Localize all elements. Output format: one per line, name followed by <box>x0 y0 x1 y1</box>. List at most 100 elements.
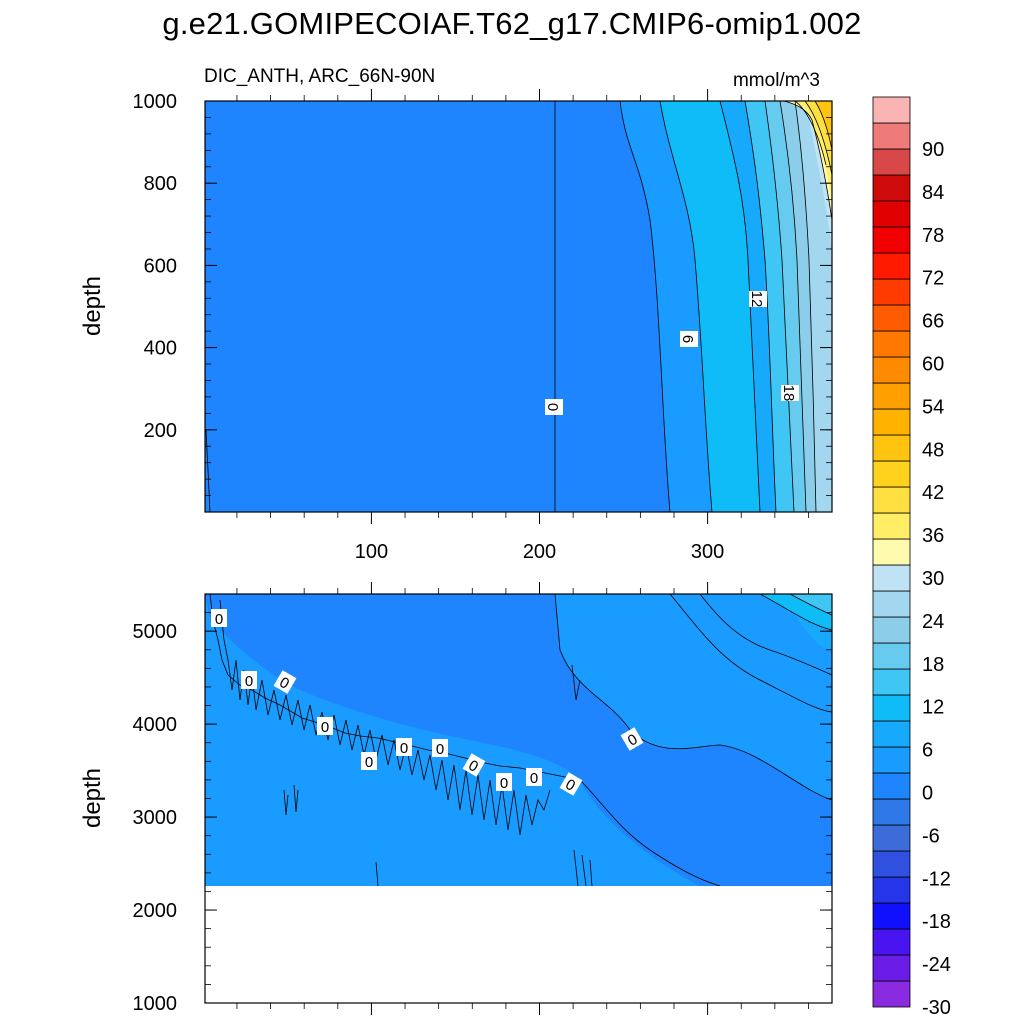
colorbar-label: 6 <box>922 740 933 762</box>
colorbar-label: -6 <box>922 825 940 847</box>
upper-panel: 0 6 12 18 200 400 600 800 1000 100 200 300 depth <box>79 89 833 563</box>
y-tick-label: 600 <box>144 255 177 277</box>
colorbar-swatch <box>872 460 911 488</box>
colorbar-swatch <box>872 746 911 774</box>
contour-fill-0 <box>555 101 670 512</box>
colorbar-swatch <box>872 226 911 254</box>
colorbar-label: 24 <box>922 611 944 633</box>
contour-label-bg <box>781 385 799 401</box>
lower-y-axis-label: depth <box>79 768 106 828</box>
colorbar-swatch <box>872 148 911 176</box>
colorbar-label: -24 <box>922 954 951 976</box>
colorbar-label: -18 <box>922 911 951 933</box>
colorbar-swatch <box>872 720 911 748</box>
colorbar-label: 60 <box>922 354 944 376</box>
contour-label-bg <box>361 752 377 770</box>
contour-label: 18 <box>780 385 799 401</box>
contour-label-bg <box>545 399 563 415</box>
contour-label-text: 0 <box>530 770 538 787</box>
y-tick-label: 200 <box>144 420 177 442</box>
colorbar-swatch <box>872 902 911 930</box>
colorbar-swatch <box>872 96 911 124</box>
colorbar-swatch <box>872 356 911 384</box>
colorbar-label: 78 <box>922 225 944 247</box>
colorbar-label: 42 <box>922 482 944 504</box>
colorbar-swatch <box>872 122 911 150</box>
colorbar-swatch <box>872 174 911 202</box>
colorbar-swatch <box>872 304 911 332</box>
colorbar-swatch <box>872 616 911 644</box>
colorbar-label: 66 <box>922 311 944 333</box>
contour-label-bg <box>241 671 257 689</box>
contour-label: 0 <box>241 671 257 690</box>
colorbar-swatch <box>872 798 911 826</box>
colorbar-swatch <box>872 434 911 462</box>
contour-label: 0 <box>544 399 563 415</box>
y-tick-label: 800 <box>144 173 177 195</box>
contour-label: 0 <box>396 738 412 757</box>
contour-label-bg <box>680 331 698 347</box>
colorbar-swatch <box>872 824 911 852</box>
colorbar-swatch <box>872 330 911 358</box>
contour-label-text: 0 <box>544 403 561 411</box>
colorbar-label: 12 <box>922 697 944 719</box>
colorbar-swatch <box>872 538 911 566</box>
contour-fill-15 <box>765 101 806 512</box>
contour-label-bg <box>462 753 486 777</box>
contour-label: 12 <box>748 291 767 307</box>
y-tick-label: 3000 <box>133 807 178 829</box>
colorbar-swatch <box>872 278 911 306</box>
colorbar-swatch <box>872 642 911 670</box>
contour-label-text: 0 <box>245 673 253 690</box>
figure-title: g.e21.GOMIPECOIAF.T62_g17.CMIP6-omip1.00… <box>162 6 862 41</box>
upper-plot-frame <box>204 100 833 513</box>
colorbar-swatch <box>872 408 911 436</box>
colorbar-swatch <box>872 200 911 228</box>
contour-label: 0 <box>273 670 297 694</box>
upper-contour-labels: 0 6 12 18 <box>544 291 799 415</box>
contour-label-bg <box>620 727 644 751</box>
colorbar-label: 72 <box>922 268 944 290</box>
x-tick-label: 200 <box>523 541 556 563</box>
contour-label-text: 6 <box>679 335 696 343</box>
contour-label: 0 <box>317 717 333 736</box>
y-tick-label: 1000 <box>133 91 178 113</box>
contour-label-text: 0 <box>500 775 508 792</box>
y-tick-label: 2000 <box>133 900 178 922</box>
colorbar: 908478726660544842363024181260-6-12-18-2… <box>872 96 951 1019</box>
x-tick-label: 100 <box>355 541 388 563</box>
colorbar-label: 0 <box>922 783 933 805</box>
upper-y-axis-label: depth <box>79 276 106 336</box>
colorbar-label: 30 <box>922 568 944 590</box>
units-label: mmol/m^3 <box>732 70 820 91</box>
y-tick-label: 1000 <box>133 993 178 1015</box>
contour-fill-3 <box>620 101 712 512</box>
colorbar-swatch <box>872 850 911 878</box>
contour-label-bg <box>317 717 333 735</box>
y-tick-label: 5000 <box>133 621 178 643</box>
colorbar-swatch <box>872 772 911 800</box>
colorbar-swatch <box>872 590 911 618</box>
colorbar-label: 84 <box>922 182 944 204</box>
colorbar-swatch <box>872 954 911 982</box>
contour-label: 6 <box>679 331 698 347</box>
upper-axis-ticks: 200 400 600 800 1000 100 200 300 <box>133 89 832 563</box>
y-tick-label: 4000 <box>133 714 178 736</box>
colorbar-swatch <box>872 252 911 280</box>
contour-label-bg <box>496 773 512 791</box>
colorbar-label: -12 <box>922 868 951 890</box>
colorbar-label: 90 <box>922 139 944 161</box>
contour-fill-12 <box>745 101 794 512</box>
contour-label-text: 0 <box>436 741 444 758</box>
contour-fill-3 <box>555 594 832 800</box>
upper-contour-lines <box>205 101 832 512</box>
colorbar-swatch <box>872 668 911 696</box>
contour-label: 0 <box>361 752 377 771</box>
contour-label-bg <box>526 768 542 786</box>
contour-label-bg <box>432 739 448 757</box>
contour-label: 0 <box>559 772 583 796</box>
contour-label: 0 <box>211 609 227 628</box>
colorbar-swatch <box>872 980 911 1008</box>
colorbar-swatch <box>872 694 911 722</box>
